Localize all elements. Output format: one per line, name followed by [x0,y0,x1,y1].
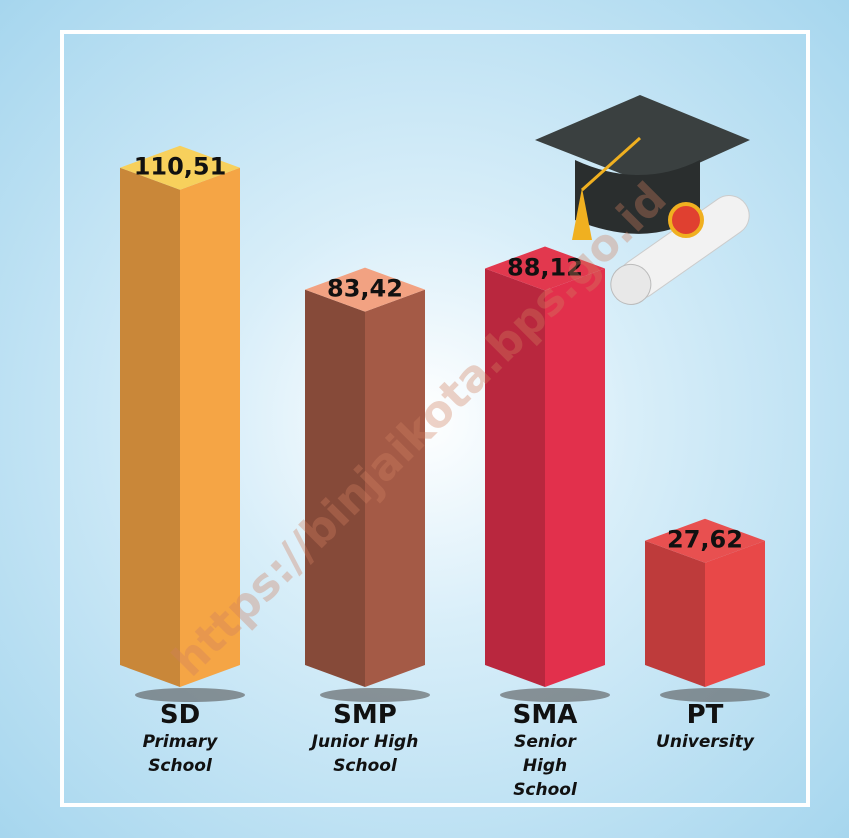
category-label: SD Primary School [115,700,245,778]
bar-right-face [705,540,765,687]
category-label: SMA Senior High School [480,700,610,802]
bar-shadow [135,688,245,702]
value-label: 83,42 [327,275,403,303]
category-name: SMA [512,700,578,730]
bar-top [305,267,425,312]
bar-left-face [120,167,180,687]
bar-shadow [500,688,610,702]
category-label: SMP Junior High School [300,700,430,778]
bar-top [120,145,240,190]
bar-shadow [660,688,770,702]
bar-left-face [645,540,705,687]
category-description: Senior High School [513,732,577,800]
bar-left-face [305,289,365,687]
category-description: University [656,732,754,752]
graduation-cap [535,95,750,305]
bar-right-face [180,167,240,687]
category-label: PT University [640,700,770,754]
value-label: 88,12 [507,253,583,281]
bar-top [485,246,605,291]
frame [60,30,810,807]
bar-right-face [545,268,605,687]
value-label: 110,51 [134,153,227,181]
value-label: 27,62 [667,526,743,554]
bar-left-face [485,268,545,687]
category-description: Primary School [142,732,218,776]
category-description: Junior High School [311,732,419,776]
bar-top [645,518,765,563]
category-name: SMP [333,700,397,730]
category-name: SD [159,700,201,730]
bar-right-face [365,289,425,687]
bar-shadow [320,688,430,702]
category-name: PT [686,700,724,730]
